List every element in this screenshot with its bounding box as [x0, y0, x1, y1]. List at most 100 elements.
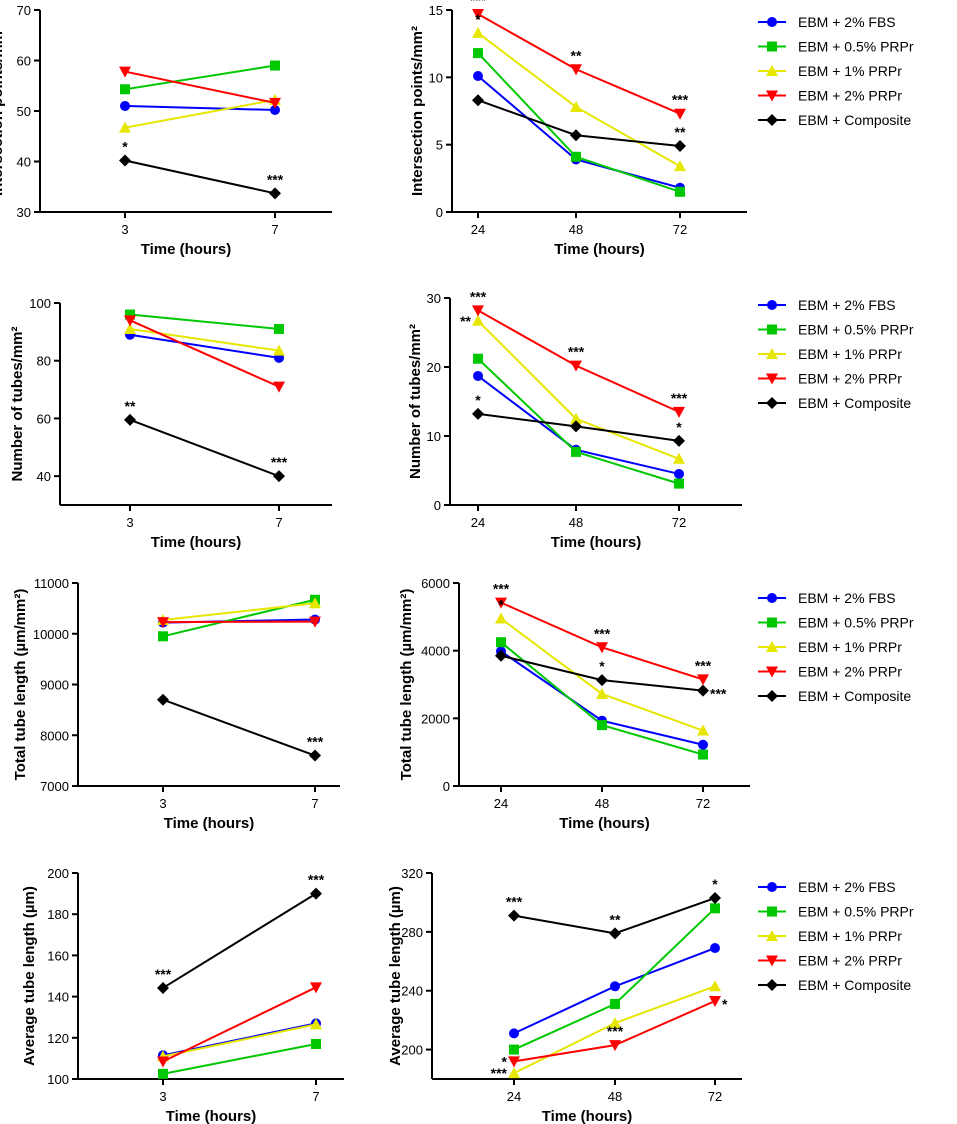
data-point [270, 104, 280, 115]
x-tick-label: 72 [673, 222, 687, 237]
chart-panel-8: 200 240 280 320 24 48 72 Time (hours) Average tu… [387, 866, 742, 1124]
data-point [571, 151, 581, 162]
legend-marker [766, 955, 778, 967]
y-axis-title: Average tube length (µm) [387, 886, 404, 1066]
data-point [310, 1018, 322, 1030]
y-tick-label: 200 [401, 1043, 423, 1058]
legend-label: EBM + 0.5% PRPr [798, 322, 914, 338]
significance-label: * [498, 597, 504, 613]
legend-label: EBM + 0.5% PRPr [798, 615, 914, 631]
significance-label: *** [568, 344, 585, 360]
data-point [697, 674, 709, 686]
data-point [472, 314, 484, 326]
x-tick-label: 24 [471, 222, 485, 237]
data-point [311, 1038, 321, 1049]
legend-marker [767, 41, 777, 52]
series-line [129, 418, 280, 478]
legend-4: EBM + 2% FBS EBM + 0.5% PRPr EBM + 1% PRPr… [758, 879, 914, 993]
legend-marker [767, 882, 777, 892]
series-line [162, 602, 316, 622]
legend-marker [767, 17, 777, 27]
data-point [709, 980, 721, 992]
y-tick-label: 60 [37, 411, 51, 426]
data-point [697, 724, 709, 736]
y-tick-label: 0 [436, 205, 443, 220]
series-line [162, 698, 316, 757]
chart-panel-2: 0 5 10 15 24 48 72 Time (hours) Intersection poi… [409, 0, 747, 258]
series-line [162, 892, 317, 989]
significance-label: *** [506, 894, 523, 910]
data-point [610, 981, 620, 992]
chart-panel-4: 0 10 20 30 24 48 72 Time (hours) Number of tubes… [407, 288, 742, 551]
y-tick-label: 50 [17, 104, 31, 119]
data-point [570, 412, 582, 424]
significance-label: * [722, 996, 728, 1012]
data-point [496, 637, 506, 648]
significance-label: ** [460, 313, 471, 329]
legend-label: EBM + 2% PRPr [798, 371, 902, 387]
legend-label: EBM + 2% PRPr [798, 88, 902, 104]
data-point [570, 420, 582, 433]
y-tick-label: 180 [47, 907, 69, 922]
data-point [472, 26, 484, 38]
x-axis-title: Time (hours) [551, 534, 642, 551]
data-point [473, 48, 483, 59]
legend-marker [766, 690, 778, 702]
significance-label: *** [271, 454, 288, 470]
x-tick-label: 7 [275, 515, 282, 530]
series-line [162, 620, 316, 624]
data-point [673, 434, 685, 447]
y-tick-label: 15 [429, 3, 443, 18]
series-line [124, 159, 276, 195]
data-point [495, 597, 507, 609]
legend-marker [766, 90, 778, 102]
legend-label: EBM + 0.5% PRPr [798, 39, 914, 55]
x-axis-title: Time (hours) [559, 815, 650, 832]
y-tick-label: 9000 [40, 678, 69, 693]
x-axis-title: Time (hours) [151, 534, 242, 551]
x-tick-label: 7 [271, 222, 278, 237]
y-tick-label: 8000 [40, 728, 69, 743]
significance-label: *** [671, 390, 688, 406]
x-axis-title: Time (hours) [554, 241, 645, 258]
legend-label: EBM + 2% FBS [798, 879, 896, 895]
significance-label: ** [675, 124, 686, 140]
legend-marker [766, 114, 778, 126]
series-line [162, 1042, 317, 1075]
significance-label: ** [125, 398, 136, 414]
series-line [129, 313, 280, 330]
data-point [674, 140, 686, 153]
data-point [609, 1040, 621, 1052]
significance-label: *** [267, 171, 284, 187]
series-line [124, 98, 276, 129]
significance-label: * [475, 392, 481, 408]
data-point [124, 413, 136, 426]
significance-label: *** [695, 657, 712, 673]
data-point [273, 381, 285, 393]
significance-label: * [502, 1053, 508, 1069]
data-point [157, 693, 169, 706]
data-point [698, 749, 708, 760]
x-axis-title: Time (hours) [164, 815, 255, 832]
data-point [570, 64, 582, 76]
chart-panel-3: 40 60 80 100 3 7 Time (hours) Number of tubes/m… [9, 296, 332, 551]
legend-label: EBM + 1% PRPr [798, 63, 902, 79]
data-point [269, 97, 281, 109]
legend-label: EBM + 1% PRPr [798, 346, 902, 362]
x-tick-label: 48 [569, 515, 583, 530]
data-point [674, 468, 684, 479]
legend-marker [767, 324, 777, 335]
chart-panel-5: 7000 8000 9000 10000 11000 3 7 Time (hours) Tota… [12, 576, 340, 832]
data-point [310, 887, 322, 900]
data-point [709, 892, 721, 905]
data-point [596, 674, 608, 687]
legend-marker [767, 906, 777, 917]
x-tick-label: 48 [595, 796, 609, 811]
data-point [495, 649, 507, 662]
data-point [698, 739, 708, 750]
x-tick-label: 72 [672, 515, 686, 530]
series-line [124, 64, 276, 91]
legend-marker [767, 593, 777, 603]
y-tick-label: 10 [429, 70, 443, 85]
legend-label: EBM + 1% PRPr [798, 639, 902, 655]
